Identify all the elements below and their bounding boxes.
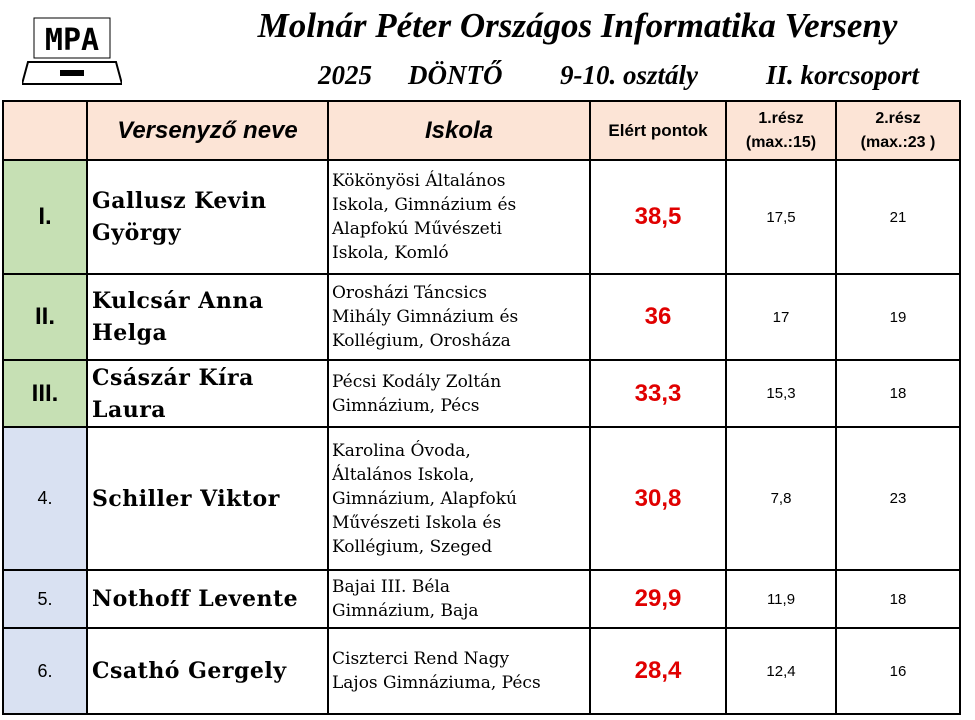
school-line: Pécsi Kodály Zoltán bbox=[332, 371, 502, 392]
school-line: Kollégium, Szeged bbox=[332, 536, 493, 557]
part1-title: 1.rész bbox=[758, 109, 804, 127]
points-cell: 38,5 bbox=[589, 159, 727, 275]
rank-cell: 4. bbox=[2, 426, 88, 571]
school-line: Lajos Gimnáziuma, Pécs bbox=[332, 673, 541, 693]
logo-text: MPA bbox=[45, 23, 99, 58]
school-cell: Bajai III. Béla Gimnázium, Baja bbox=[327, 569, 591, 629]
part1-cell: 11,9 bbox=[725, 569, 837, 629]
name-header: Versenyző neve bbox=[86, 100, 329, 161]
rank-cell: 6. bbox=[2, 627, 88, 715]
contestant-name: Csathó Gergely bbox=[86, 627, 329, 715]
part2-max: (max.:23 ) bbox=[860, 133, 936, 151]
rank-cell: I. bbox=[2, 159, 88, 275]
table-row: 4. Schiller Viktor Karolina Óvoda, Által… bbox=[2, 426, 961, 571]
school-line: Gimnázium, Pécs bbox=[332, 395, 480, 416]
rank-header bbox=[2, 100, 88, 161]
school-cell: Kökönyösi Általános Iskola, Gimnázium és… bbox=[327, 159, 591, 275]
grades: 9-10. osztály bbox=[560, 60, 698, 90]
school-line: Alapfokú Művészeti bbox=[332, 219, 502, 239]
name-line: Helga bbox=[92, 320, 168, 346]
contestant-name: Nothoff Levente bbox=[86, 569, 329, 629]
contestant-name: Kulcsár Anna Helga bbox=[86, 273, 329, 361]
part1-cell: 17,5 bbox=[725, 159, 837, 275]
name-line: György bbox=[92, 220, 182, 246]
points-cell: 30,8 bbox=[589, 426, 727, 571]
name-line: Nothoff Levente bbox=[92, 586, 299, 612]
table-header-row: Versenyző neve Iskola Elért pontok 1.rés… bbox=[2, 100, 961, 161]
school-cell: Pécsi Kodály Zoltán Gimnázium, Pécs bbox=[327, 359, 591, 428]
school-header: Iskola bbox=[327, 100, 591, 161]
part2-title: 2.rész bbox=[875, 109, 921, 127]
school-cell: Ciszterci Rend Nagy Lajos Gimnáziuma, Pé… bbox=[327, 627, 591, 715]
part2-cell: 18 bbox=[835, 359, 961, 428]
table-row: I. Gallusz Kevin György Kökönyösi Általá… bbox=[2, 159, 961, 275]
part1-cell: 15,3 bbox=[725, 359, 837, 428]
contestant-name: Császár Kíra Laura bbox=[86, 359, 329, 428]
part2-cell: 19 bbox=[835, 273, 961, 361]
school-line: Iskola, Komló bbox=[332, 243, 449, 263]
rank-cell: III. bbox=[2, 359, 88, 428]
table-row: 5. Nothoff Levente Bajai III. Béla Gimná… bbox=[2, 569, 961, 629]
part1-cell: 12,4 bbox=[725, 627, 837, 715]
part2-cell: 21 bbox=[835, 159, 961, 275]
table-row: II. Kulcsár Anna Helga Orosházi Táncsics… bbox=[2, 273, 961, 361]
year: 2025 bbox=[318, 60, 372, 90]
part2-cell: 16 bbox=[835, 627, 961, 715]
stage: DÖNTŐ bbox=[408, 60, 503, 90]
part2-cell: 18 bbox=[835, 569, 961, 629]
school-line: Ciszterci Rend Nagy bbox=[332, 649, 510, 669]
part1-cell: 17 bbox=[725, 273, 837, 361]
mpa-logo: MPA bbox=[20, 12, 124, 88]
school-line: Gimnázium, Alapfokú bbox=[332, 488, 517, 509]
name-line: Császár Kíra bbox=[92, 364, 254, 391]
points-cell: 29,9 bbox=[589, 569, 727, 629]
points-cell: 33,3 bbox=[589, 359, 727, 428]
part2-header: 2.rész (max.:23 ) bbox=[835, 100, 961, 161]
part1-header: 1.rész (max.:15) bbox=[725, 100, 837, 161]
points-cell: 36 bbox=[589, 273, 727, 361]
school-line: Bajai III. Béla bbox=[332, 577, 450, 597]
school-line: Általános Iskola, bbox=[332, 464, 475, 485]
school-cell: Karolina Óvoda, Általános Iskola, Gimnáz… bbox=[327, 426, 591, 571]
part1-cell: 7,8 bbox=[725, 426, 837, 571]
school-line: Művészeti Iskola és bbox=[332, 512, 502, 533]
name-line: Schiller Viktor bbox=[92, 485, 280, 512]
name-line: Kulcsár Anna bbox=[92, 288, 264, 314]
page-title: Molnár Péter Országos Informatika Versen… bbox=[257, 6, 898, 45]
school-line: Mihály Gimnázium és bbox=[332, 307, 519, 327]
rank-cell: 5. bbox=[2, 569, 88, 629]
name-line: Gallusz Kevin bbox=[92, 188, 267, 214]
rank-cell: II. bbox=[2, 273, 88, 361]
school-line: Iskola, Gimnázium és bbox=[332, 195, 517, 215]
laptop-logo-icon: MPA bbox=[20, 17, 124, 85]
school-cell: Orosházi Táncsics Mihály Gimnázium és Ko… bbox=[327, 273, 591, 361]
name-line: Laura bbox=[92, 396, 167, 423]
table-row: 6. Csathó Gergely Ciszterci Rend Nagy La… bbox=[2, 627, 961, 715]
school-line: Kökönyösi Általános bbox=[332, 171, 506, 191]
points-cell: 28,4 bbox=[589, 627, 727, 715]
category: II. korcsoport bbox=[766, 60, 920, 90]
school-line: Gimnázium, Baja bbox=[332, 601, 479, 621]
part2-cell: 23 bbox=[835, 426, 961, 571]
part1-max: (max.:15) bbox=[745, 133, 817, 151]
school-line: Orosházi Táncsics bbox=[332, 283, 487, 303]
points-header: Elért pontok bbox=[589, 100, 727, 161]
school-line: Kollégium, Orosháza bbox=[332, 331, 511, 351]
contestant-name: Schiller Viktor bbox=[86, 426, 329, 571]
contestant-name: Gallusz Kevin György bbox=[86, 159, 329, 275]
name-line: Csathó Gergely bbox=[92, 658, 287, 684]
school-line: Karolina Óvoda, bbox=[332, 440, 471, 461]
results-table: Versenyző neve Iskola Elért pontok 1.rés… bbox=[2, 100, 961, 715]
table-row: III. Császár Kíra Laura Pécsi Kodály Zol… bbox=[2, 359, 961, 428]
